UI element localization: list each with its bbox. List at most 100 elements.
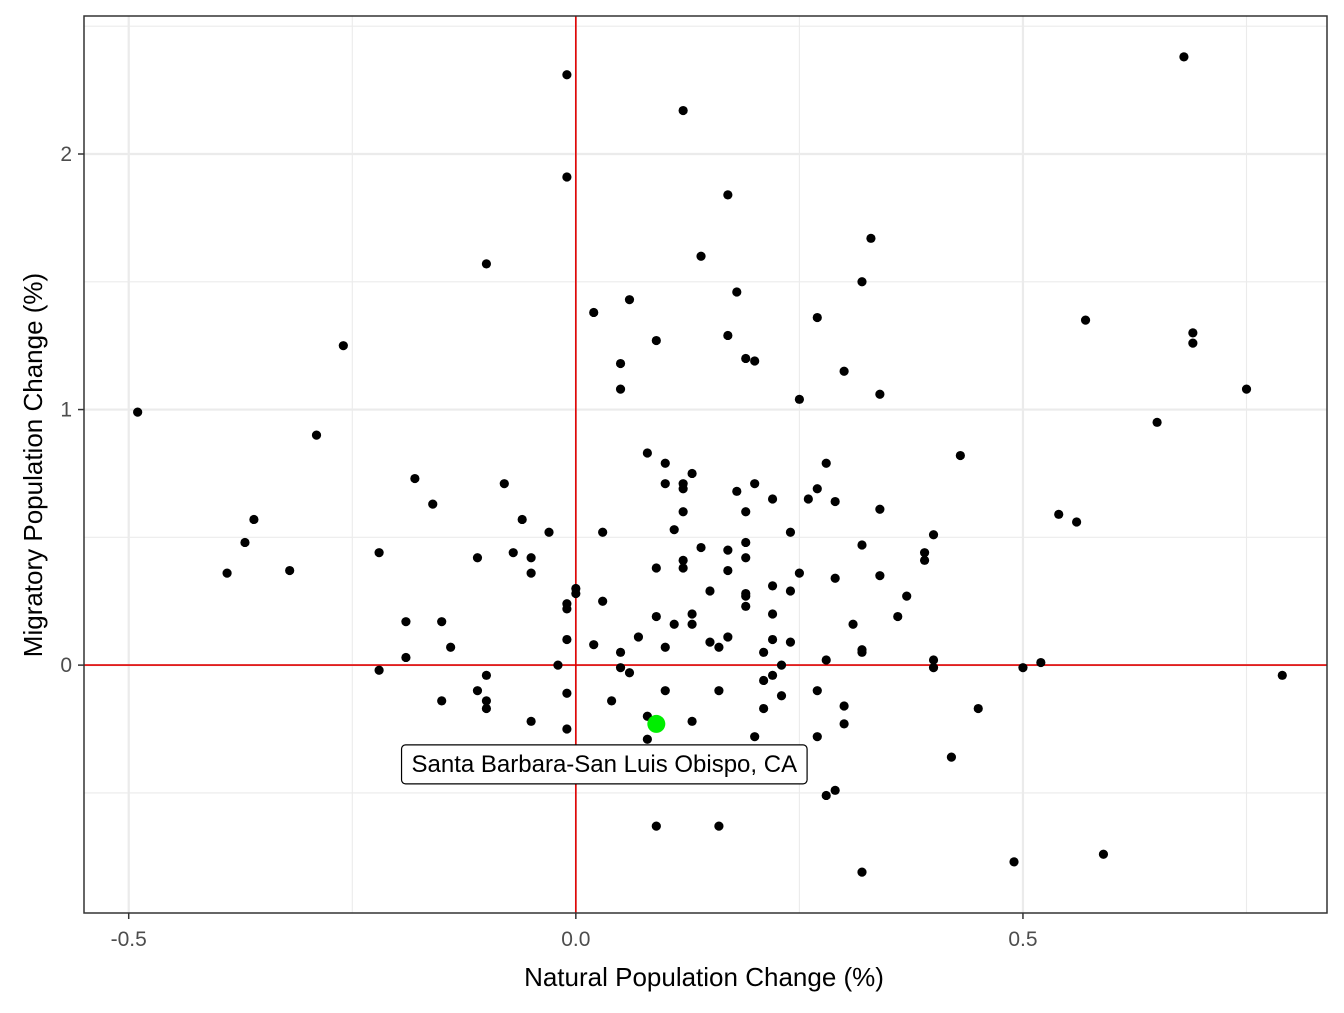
data-point [723,545,733,555]
data-point [428,499,438,509]
data-point [615,384,626,394]
data-point [642,448,652,458]
data-point [741,537,751,548]
data-point [598,596,608,606]
data-point [857,867,867,877]
data-point [794,394,804,404]
data-point [714,686,724,696]
data-point [767,670,778,680]
data-point [830,573,840,583]
data-point [973,703,983,714]
data-point [249,514,259,525]
data-point [1072,517,1082,527]
data-point [311,430,322,440]
data-point [678,555,688,565]
y-tick-label: 1 [60,399,72,422]
data-point [678,507,688,517]
data-point [767,609,778,619]
data-point [776,691,787,701]
data-point [1036,657,1046,668]
y-axis-title: Migratory Population Change (%) [18,273,48,657]
data-point [857,647,867,657]
data-point [785,527,796,537]
data-point [875,389,885,399]
data-point [1054,509,1064,519]
data-point [615,358,626,369]
data-point [732,287,742,297]
data-point [928,655,939,665]
data-point [732,486,742,496]
data-point [928,530,939,540]
y-tick-label: 0 [60,654,72,677]
data-point [517,514,527,525]
data-point [839,701,849,711]
data-point [893,611,903,622]
axes: -0.5 0.0 0.5 0 1 2 [60,143,1037,951]
highlight-layer: Santa Barbara-San Luis Obispo, CA [400,714,808,785]
data-point [821,655,831,665]
data-point [374,665,384,675]
data-point [410,473,420,484]
data-point [338,341,348,351]
data-point [750,356,760,366]
data-point [803,494,813,504]
data-point [759,675,769,686]
data-point [660,458,670,468]
data-point [902,591,912,601]
data-point [562,604,572,614]
data-point [1179,52,1189,62]
data-point [812,484,822,494]
data-point [848,619,858,629]
data-point [508,548,518,558]
data-point [633,632,644,642]
data-point [1009,857,1019,867]
data-point [741,353,751,364]
data-point [714,642,724,652]
data-point [1241,384,1252,394]
data-point [401,617,411,627]
data-point [759,703,769,714]
data-point [705,637,715,647]
data-point [812,732,822,742]
data-point [651,611,661,622]
data-point [526,553,536,563]
data-point [723,565,733,576]
panel-border [83,15,1328,914]
data-point [687,609,697,619]
data-point [544,527,554,537]
data-point [401,652,411,663]
data-point [955,450,965,461]
data-point [785,637,796,647]
data-point [562,688,572,698]
data-point [875,571,885,581]
data-point [651,821,661,831]
data-point [741,591,751,601]
data-point [946,752,957,762]
data-point [553,660,563,670]
highlight-point [647,714,666,733]
data-point [285,565,295,576]
data-point [615,647,626,657]
data-point [723,330,733,341]
data-point [589,307,599,318]
data-point [669,525,679,535]
data-point [437,696,447,706]
data-point [696,542,706,553]
data-point [678,563,688,573]
data-point [812,686,822,696]
data-point [562,70,572,80]
highlight-label: Santa Barbara-San Luis Obispo, CA [412,751,798,778]
data-point [839,719,849,729]
data-point [660,479,670,489]
data-point [866,233,876,243]
data-point [472,553,483,563]
data-point [642,734,652,744]
data-point [714,821,724,831]
data-point [481,259,492,269]
data-point [1098,849,1109,859]
data-points [133,52,1287,877]
data-point [705,586,715,596]
data-point [481,696,492,706]
data-point [240,537,250,548]
